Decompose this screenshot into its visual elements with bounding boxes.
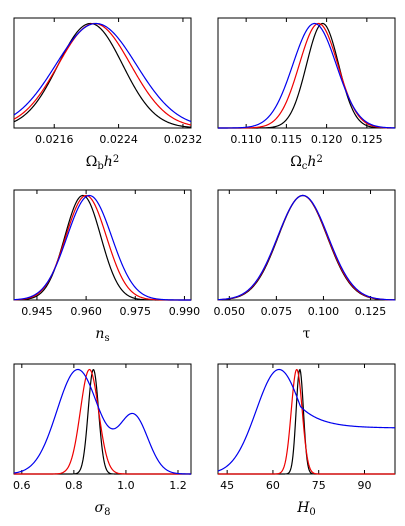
series-line-black bbox=[218, 368, 395, 475]
plot-frame bbox=[13, 189, 192, 301]
panel-ns: 0.945 0.960 0.975 0.990 ns bbox=[13, 189, 201, 344]
plot-frame bbox=[217, 189, 396, 301]
series-line-black bbox=[14, 369, 191, 475]
panel-tau: 0.050 0.075 0.100 0.125 τ bbox=[214, 189, 396, 342]
plot-frame bbox=[217, 17, 396, 129]
x-tick-label: 0.110 bbox=[230, 133, 262, 146]
x-tick-label: 1.2 bbox=[169, 479, 187, 492]
plot-frame bbox=[13, 363, 192, 475]
x-axis-label: Ωch2 bbox=[290, 154, 323, 173]
x-tick-label: 0.125 bbox=[351, 133, 383, 146]
x-tick-label: 0.120 bbox=[311, 133, 343, 146]
series-line-blue bbox=[13, 194, 191, 301]
x-tick-label: 75 bbox=[312, 479, 326, 492]
x-tick-label: 0.100 bbox=[308, 305, 340, 318]
x-tick-label: 0.075 bbox=[261, 305, 293, 318]
series-line-red bbox=[218, 368, 395, 475]
x-tick-label: 60 bbox=[266, 479, 280, 492]
x-tick-label: 90 bbox=[357, 479, 371, 492]
x-tick-label: 1.0 bbox=[117, 479, 135, 492]
series-line-red bbox=[13, 22, 192, 126]
x-tick-label: 0.945 bbox=[21, 305, 53, 318]
x-tick-label: 0.0232 bbox=[164, 133, 203, 146]
x-tick-label: 0.0216 bbox=[35, 133, 74, 146]
series-line-red bbox=[217, 194, 396, 301]
x-tick-label: 0.125 bbox=[355, 305, 387, 318]
plot-frame bbox=[13, 17, 192, 129]
x-tick-label: 0.975 bbox=[120, 305, 152, 318]
series-line-blue bbox=[217, 368, 396, 472]
panel-sigma8: 0.6 0.8 1.0 1.2 σ8 bbox=[13, 363, 192, 518]
x-tick-label: 0.050 bbox=[214, 305, 246, 318]
series-line-blue bbox=[218, 22, 396, 129]
x-tick-label: 0.960 bbox=[70, 305, 102, 318]
x-tick-label: 45 bbox=[220, 479, 234, 492]
plot-frame bbox=[217, 363, 396, 475]
panel-omega-c-h2: 0.110 0.115 0.120 0.125 Ωch2 bbox=[217, 17, 396, 173]
panel-h0: 45 60 75 90 H0 bbox=[217, 363, 396, 518]
x-axis-label: τ bbox=[303, 326, 311, 342]
series-line-blue bbox=[217, 194, 396, 301]
x-axis-label: Ωbh2 bbox=[86, 154, 119, 173]
series-line-black bbox=[218, 22, 395, 129]
x-tick-label: 0.6 bbox=[13, 479, 31, 492]
x-axis-label: σ8 bbox=[95, 500, 111, 518]
x-tick-label: 0.115 bbox=[271, 133, 303, 146]
series-line-red bbox=[14, 368, 191, 475]
series-line-black bbox=[217, 194, 395, 301]
series-line-blue bbox=[13, 368, 191, 475]
series-line-black bbox=[13, 22, 192, 128]
x-axis-label: H0 bbox=[296, 500, 316, 518]
x-tick-label: 0.8 bbox=[65, 479, 83, 492]
x-tick-label: 0.0224 bbox=[99, 133, 138, 146]
series-line-blue bbox=[13, 22, 192, 123]
panel-omega-b-h2: 0.0216 0.0224 0.0232 Ωbh2 bbox=[13, 17, 203, 173]
x-axis-label: ns bbox=[95, 326, 109, 344]
x-tick-label: 0.990 bbox=[169, 305, 201, 318]
series-line-red bbox=[218, 22, 396, 129]
